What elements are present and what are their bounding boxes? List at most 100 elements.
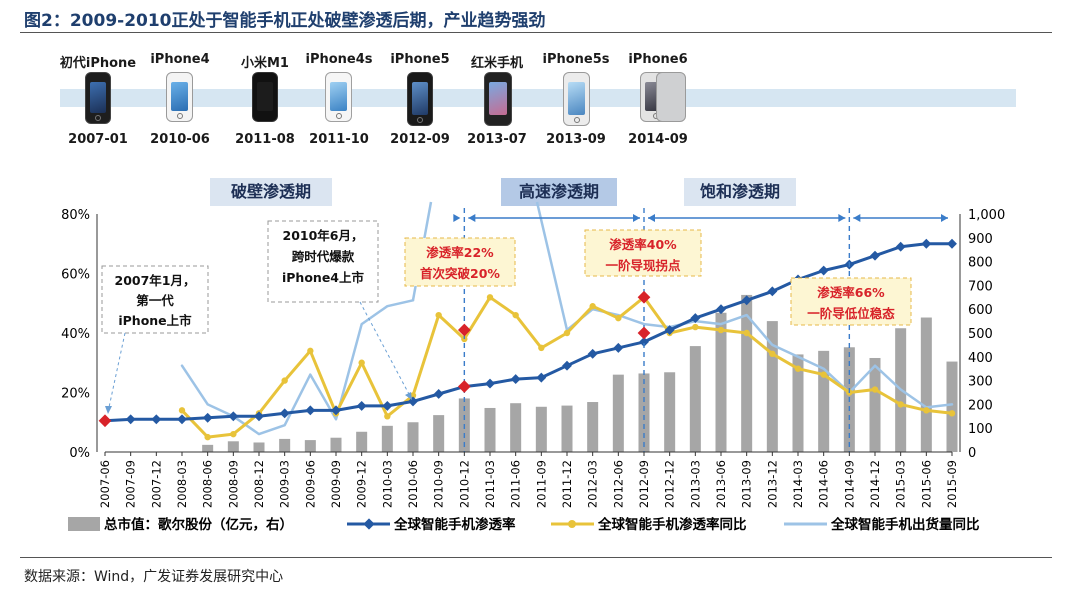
chart: 0% 20% 40% 60% 80% 0 100 200 300 400 500 600 700 800 9…	[61, 201, 1005, 533]
penetration-yoy-point-2013-12	[769, 350, 776, 358]
phone-date-5: 2012-09	[390, 132, 450, 147]
annotation-penetration-40-line-1: 一阶导现拐点	[605, 258, 681, 273]
penetration-yoy-point-2011-06	[512, 311, 519, 319]
redmi-icon	[484, 72, 512, 126]
penetration-point-2013-09	[741, 295, 752, 306]
x-tick-2014-06: 2014-06	[817, 460, 831, 508]
x-tick-2010-12: 2010-12	[457, 460, 471, 508]
period-arrowhead-first	[453, 214, 461, 222]
y-right-tick-300: 300	[968, 375, 993, 390]
x-tick-2013-06: 2013-06	[714, 460, 728, 508]
penetration-point-2015-03	[895, 241, 906, 252]
bar-2011-09	[535, 406, 547, 452]
legend-market-cap-label: 总市值：歌尔股份（亿元，右）	[104, 516, 293, 533]
bar-2011-03	[484, 407, 496, 452]
bar-2010-09	[433, 415, 445, 452]
x-tick-2008-09: 2008-09	[226, 460, 240, 508]
x-tick-2013-03: 2013-03	[688, 460, 702, 508]
bar-2012-06	[612, 374, 624, 452]
bar-2014-06	[818, 350, 830, 452]
highlight-marker-0	[98, 414, 112, 428]
iphone6-back-icon	[656, 72, 686, 122]
iphone5s-icon	[563, 72, 590, 126]
phone-date-2: 2010-06	[150, 132, 210, 147]
bar-2015-06	[920, 317, 932, 452]
penetration-yoy-point-2012-06	[615, 314, 622, 322]
annotation-first-iphone-line-0: 2007年1月，	[115, 273, 196, 288]
bar-2011-06	[510, 403, 522, 452]
phone-label-2: iPhone4	[150, 52, 210, 67]
phone-label-8: iPhone6	[628, 52, 688, 67]
annotation-iphone4-line-0: 2010年6月，	[283, 228, 364, 243]
x-tick-2012-06: 2012-06	[611, 460, 625, 508]
y-right-tick-1,000: 1,000	[968, 208, 1005, 223]
penetration-point-2010-03	[382, 400, 393, 411]
y-right-tick-600: 600	[968, 303, 993, 318]
tick-labels: 0% 20% 40% 60% 80% 0 100 200 300 400 500 600 700 800 9…	[61, 208, 1005, 508]
x-tick-2008-03: 2008-03	[175, 460, 189, 508]
phone-date-7: 2013-09	[546, 132, 606, 147]
legend-penetration-yoy-marker	[568, 520, 576, 528]
phone-date-6: 2013-07	[467, 132, 527, 147]
bar-2009-03	[279, 438, 291, 452]
annotation-penetration-66-line-0: 渗透率66%	[817, 285, 885, 300]
period-saturation: 饱和渗透期	[684, 178, 796, 206]
phone-label-7: iPhone5s	[542, 52, 610, 67]
bar-2009-09	[330, 437, 342, 452]
annotation-penetration-66: 渗透率66% 一阶导低位稳态	[790, 277, 912, 326]
annotation-penetration-40-line-0: 渗透率40%	[609, 237, 677, 252]
x-tick-2012-09: 2012-09	[637, 460, 651, 508]
iphone4-icon	[166, 72, 193, 122]
legend-penetration-yoy-label: 全球智能手机渗透率同比	[597, 516, 747, 533]
annotation-first-iphone-box	[101, 265, 209, 334]
penetration-point-2012-03	[587, 348, 598, 359]
bar-2008-12	[253, 442, 265, 452]
penetration-yoy-point-2008-09	[230, 430, 237, 438]
x-tick-2009-06: 2009-06	[303, 460, 317, 508]
x-tick-2010-06: 2010-06	[406, 460, 420, 508]
highlight-markers	[98, 290, 651, 428]
bar-2014-12	[869, 357, 881, 452]
penetration-yoy-point-2013-09	[743, 329, 750, 337]
penetration-point-2011-06	[510, 374, 521, 385]
phone-date-8: 2014-09	[628, 132, 688, 147]
x-tick-2011-06: 2011-06	[509, 460, 523, 508]
phone-label-3: 小米M1	[241, 56, 289, 71]
annotation-iphone4-box	[267, 220, 379, 303]
annotation-penetration-40: 渗透率40% 一阶导现拐点	[584, 229, 702, 277]
penetration-point-2010-06	[408, 396, 418, 407]
penetration-yoy-point-2014-06	[820, 371, 827, 378]
bar-2010-03	[381, 425, 393, 452]
bottom-rule	[20, 557, 1052, 558]
legend: 总市值：歌尔股份（亿元，右） 全球智能手机渗透率 全球智能手机渗透率同比 全球智能手机…	[68, 516, 980, 533]
timeline-band	[60, 89, 1016, 107]
legend-penetration-label: 全球智能手机渗透率	[393, 516, 516, 533]
penetration-line-segment-0	[103, 242, 954, 423]
penetration-point-2009-12	[356, 400, 367, 411]
phone-label-1: 初代iPhone	[59, 56, 137, 71]
penetration-point-2009-06	[305, 405, 316, 416]
title-rule	[20, 32, 1052, 33]
iphone4s-icon	[325, 72, 352, 122]
penetration-point-2011-12	[562, 360, 572, 371]
annotation-penetration-22-box	[404, 237, 516, 287]
bar-2013-06	[715, 312, 727, 452]
penetration-point-2012-06	[613, 342, 624, 353]
annotations: 2007年1月， 第一代 iPhone上市 2010年6月， 跨时代爆款 iPhone4上…	[101, 220, 912, 414]
y-right-tick-200: 200	[968, 398, 993, 413]
penetration-yoy-point-2013-03	[692, 323, 699, 331]
penetration-point-2013-06	[716, 304, 726, 315]
annotation-penetration-22: 渗透率22% 首次突破20%	[404, 237, 516, 287]
bar-2009-06	[304, 440, 316, 452]
x-tick-2015-06: 2015-06	[919, 460, 933, 508]
penetration-point-2013-12	[767, 286, 778, 297]
penetration-yoy-point-2015-06	[923, 407, 930, 414]
y-right-tick-0: 0	[968, 446, 976, 461]
penetration-point-2008-09	[228, 411, 239, 422]
annotation-iphone4-line-1: 跨时代爆款	[292, 249, 355, 264]
x-tick-2011-12: 2011-12	[560, 460, 574, 508]
figure-title: 图2：2009-2010正处于智能手机正处破壁渗透后期，产业趋势强劲	[24, 11, 546, 31]
highlight-marker-2	[637, 326, 651, 340]
penetration-point-2008-03	[177, 414, 187, 425]
shipment-yoy-line-segment-1	[565, 307, 954, 409]
